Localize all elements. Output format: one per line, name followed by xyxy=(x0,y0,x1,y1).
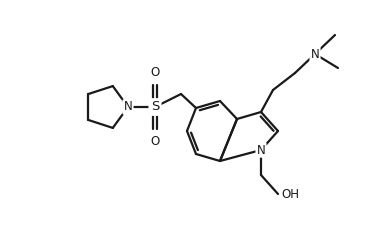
Text: N: N xyxy=(257,144,265,157)
Text: O: O xyxy=(151,66,160,79)
Text: N: N xyxy=(124,100,132,114)
Text: OH: OH xyxy=(281,188,299,200)
Text: S: S xyxy=(151,100,159,114)
Text: O: O xyxy=(151,135,160,148)
Text: N: N xyxy=(311,48,319,60)
